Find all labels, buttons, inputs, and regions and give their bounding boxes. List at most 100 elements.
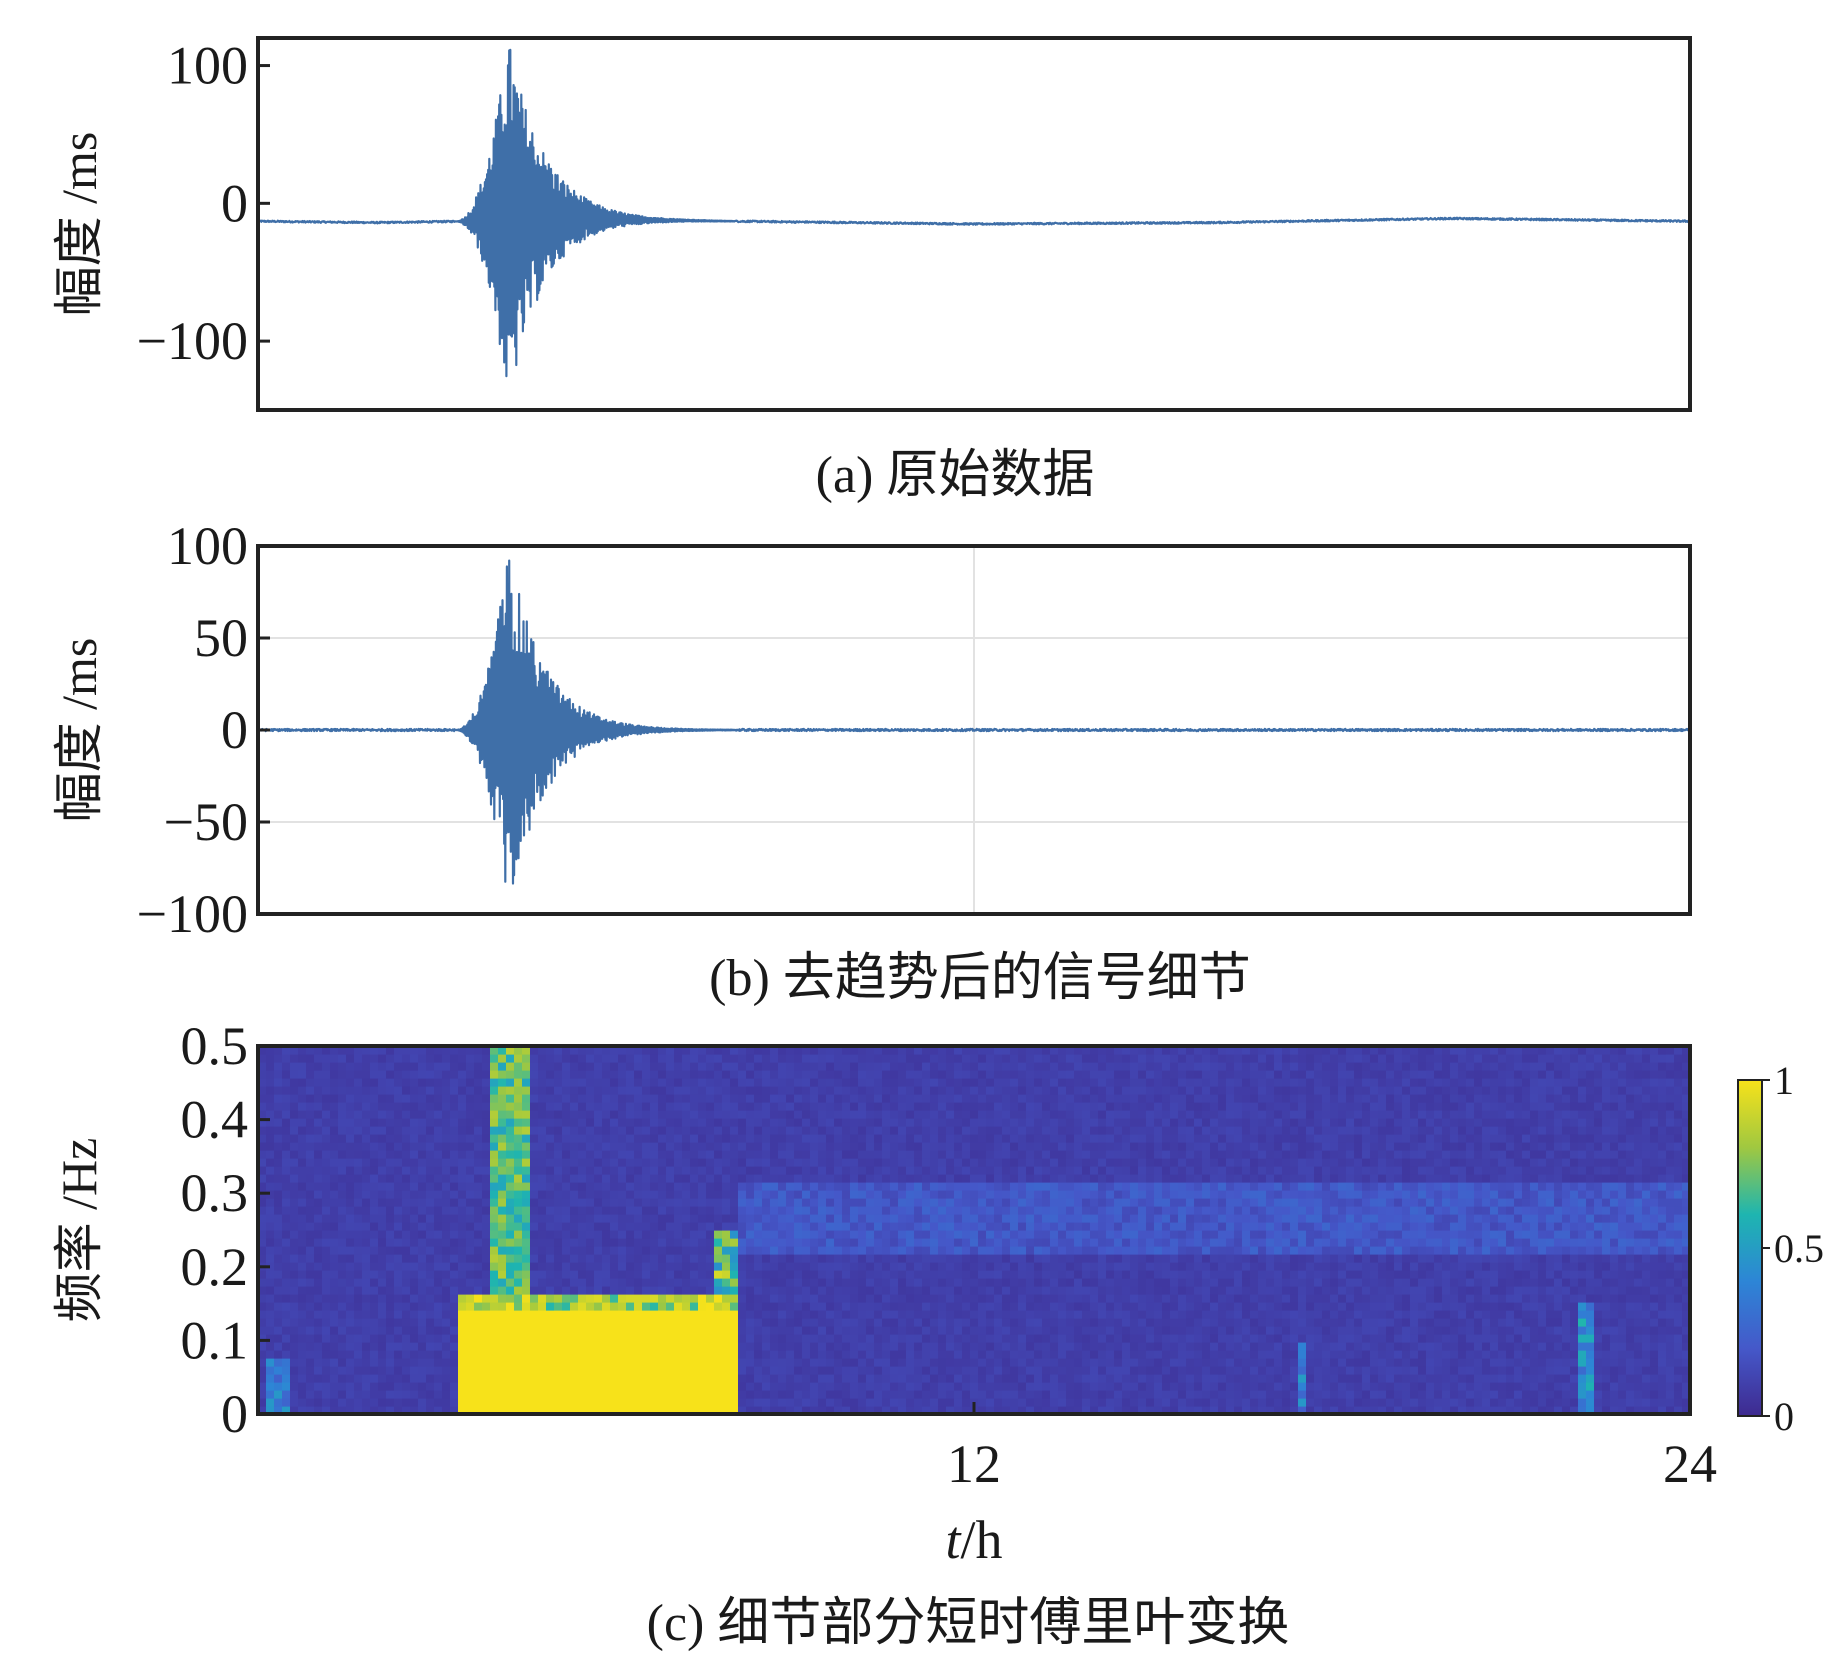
heatmap-cell <box>594 1230 603 1239</box>
heatmap-cell <box>818 1254 827 1263</box>
heatmap-cell <box>378 1134 387 1143</box>
heatmap-cell <box>1106 1318 1115 1327</box>
heatmap-cell <box>754 1142 763 1151</box>
heatmap-cell <box>298 1262 307 1271</box>
heatmap-cell <box>778 1190 787 1199</box>
heatmap-cell <box>626 1326 635 1335</box>
heatmap-cell <box>418 1246 427 1255</box>
heatmap-cell <box>562 1214 571 1223</box>
heatmap-cell <box>506 1094 515 1103</box>
heatmap-cell <box>698 1334 707 1343</box>
heatmap-cell <box>994 1174 1003 1183</box>
heatmap-cell <box>938 1214 947 1223</box>
heatmap-cell <box>282 1078 291 1087</box>
heatmap-cell <box>402 1102 411 1111</box>
heatmap-cell <box>778 1246 787 1255</box>
heatmap-cell <box>882 1174 891 1183</box>
heatmap-cell <box>282 1230 291 1239</box>
heatmap-cell <box>306 1302 315 1311</box>
heatmap-cell <box>1018 1350 1027 1359</box>
heatmap-cell <box>1058 1262 1067 1271</box>
heatmap-cell <box>618 1254 627 1263</box>
heatmap-cell <box>1026 1102 1035 1111</box>
heatmap-cell <box>770 1390 779 1399</box>
heatmap-cell <box>562 1182 571 1191</box>
heatmap-cell <box>594 1294 603 1303</box>
heatmap-cell <box>906 1094 915 1103</box>
heatmap-cell <box>410 1366 419 1375</box>
heatmap-cell <box>618 1222 627 1231</box>
heatmap-cell <box>626 1222 635 1231</box>
heatmap-cell <box>266 1366 275 1375</box>
heatmap-cell <box>1034 1262 1043 1271</box>
heatmap-cell <box>418 1110 427 1119</box>
heatmap-cell <box>426 1326 435 1335</box>
heatmap-cell <box>810 1190 819 1199</box>
heatmap-cell <box>722 1398 731 1407</box>
heatmap-cell <box>602 1286 611 1295</box>
heatmap-cell <box>746 1166 755 1175</box>
heatmap-cell <box>1106 1118 1115 1127</box>
heatmap-cell <box>754 1366 763 1375</box>
heatmap-cell <box>330 1294 339 1303</box>
heatmap-cell <box>834 1174 843 1183</box>
panel-b-trace <box>258 559 1690 885</box>
heatmap-cell <box>482 1126 491 1135</box>
heatmap-cell <box>650 1086 659 1095</box>
heatmap-cell <box>282 1158 291 1167</box>
heatmap-cell <box>1058 1270 1067 1279</box>
heatmap-cell <box>362 1270 371 1279</box>
heatmap-cell <box>1082 1238 1091 1247</box>
heatmap-cell <box>1050 1318 1059 1327</box>
heatmap-cell <box>594 1350 603 1359</box>
heatmap-cell <box>482 1062 491 1071</box>
heatmap-cell <box>1002 1126 1011 1135</box>
heatmap-cell <box>346 1102 355 1111</box>
heatmap-cell <box>850 1318 859 1327</box>
heatmap-cell <box>1026 1262 1035 1271</box>
heatmap-cell <box>1002 1302 1011 1311</box>
heatmap-cell <box>562 1102 571 1111</box>
heatmap-cell <box>370 1174 379 1183</box>
heatmap-cell <box>410 1134 419 1143</box>
heatmap-cell <box>378 1086 387 1095</box>
heatmap-cell <box>602 1110 611 1119</box>
heatmap-cell <box>354 1358 363 1367</box>
heatmap-cell <box>378 1374 387 1383</box>
heatmap-cell <box>906 1182 915 1191</box>
heatmap-cell <box>1074 1070 1083 1079</box>
heatmap-cell <box>674 1286 683 1295</box>
heatmap-cell <box>802 1254 811 1263</box>
heatmap-cell <box>882 1126 891 1135</box>
heatmap-cell <box>866 1206 875 1215</box>
heatmap-cell <box>682 1350 691 1359</box>
heatmap-cell <box>794 1390 803 1399</box>
heatmap-cell <box>730 1150 739 1159</box>
heatmap-cell <box>482 1214 491 1223</box>
heatmap-cell <box>410 1070 419 1079</box>
heatmap-cell <box>770 1198 779 1207</box>
heatmap-cell <box>970 1318 979 1327</box>
heatmap-cell <box>1026 1174 1035 1183</box>
heatmap-cell <box>570 1366 579 1375</box>
heatmap-cell <box>706 1366 715 1375</box>
heatmap-cell <box>298 1350 307 1359</box>
heatmap-cell <box>530 1222 539 1231</box>
heatmap-cell <box>850 1270 859 1279</box>
heatmap-cell <box>866 1134 875 1143</box>
heatmap-cell <box>442 1398 451 1407</box>
heatmap-cell <box>522 1126 531 1135</box>
heatmap-cell <box>946 1150 955 1159</box>
heatmap-cell <box>1002 1294 1011 1303</box>
heatmap-cell <box>890 1230 899 1239</box>
heatmap-cell <box>498 1246 507 1255</box>
heatmap-cell <box>418 1262 427 1271</box>
heatmap-cell <box>890 1174 899 1183</box>
heatmap-cell <box>362 1118 371 1127</box>
heatmap-cell <box>666 1230 675 1239</box>
heatmap-cell <box>906 1054 915 1063</box>
heatmap-cell <box>338 1374 347 1383</box>
heatmap-cell <box>874 1278 883 1287</box>
heatmap-cell <box>506 1286 515 1295</box>
heatmap-cell <box>586 1118 595 1127</box>
